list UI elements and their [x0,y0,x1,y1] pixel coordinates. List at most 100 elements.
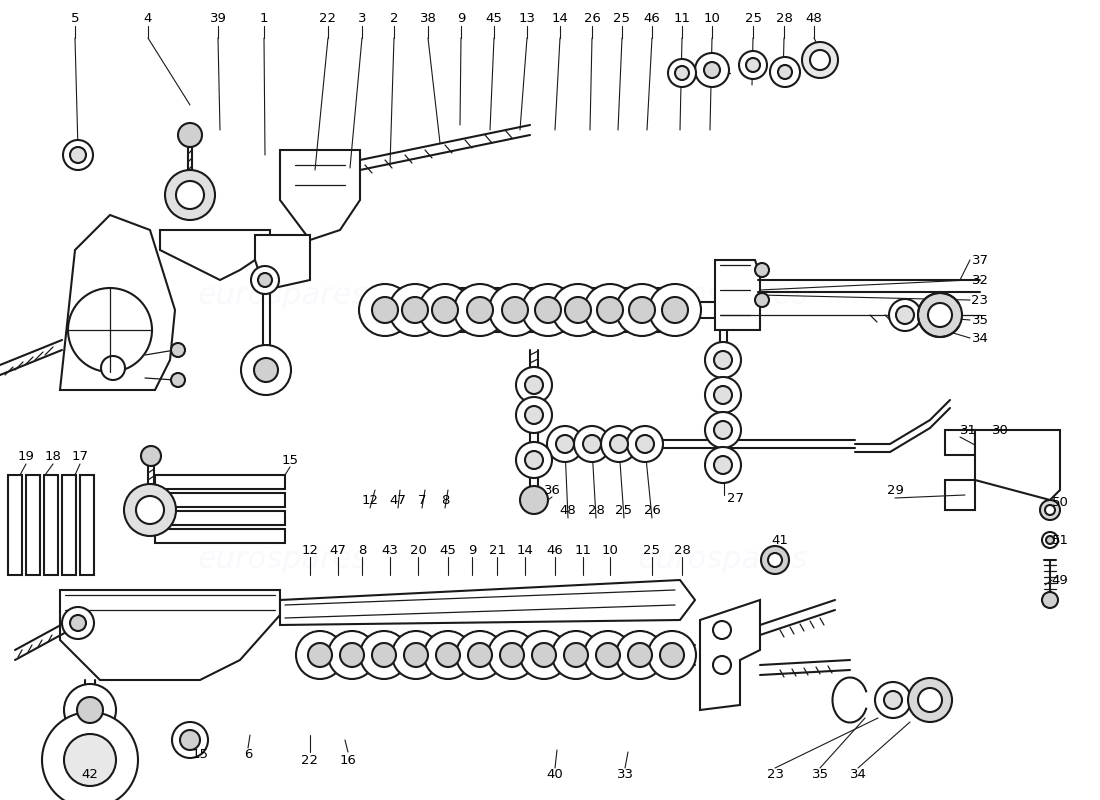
Circle shape [714,456,732,474]
Circle shape [874,682,911,718]
Circle shape [627,426,663,462]
Polygon shape [975,430,1060,500]
Text: 36: 36 [543,483,560,497]
Text: 2: 2 [389,11,398,25]
Text: 47: 47 [330,543,346,557]
Polygon shape [945,430,975,455]
Text: 14: 14 [551,11,569,25]
Circle shape [502,297,528,323]
Circle shape [308,643,332,667]
Circle shape [628,643,652,667]
Circle shape [755,263,769,277]
Circle shape [552,631,600,679]
Circle shape [755,293,769,307]
Circle shape [490,284,541,336]
Text: 32: 32 [971,274,989,286]
Circle shape [419,284,471,336]
Circle shape [64,684,116,736]
Bar [621,288,630,332]
Text: 18: 18 [45,450,62,463]
Polygon shape [280,150,360,240]
Text: 20: 20 [409,543,427,557]
Circle shape [918,688,942,712]
Bar [62,475,76,575]
Circle shape [254,358,278,382]
Text: 11: 11 [673,11,691,25]
Circle shape [172,722,208,758]
Circle shape [714,386,732,404]
Text: 22: 22 [301,754,319,766]
Circle shape [1042,592,1058,608]
Text: 46: 46 [547,543,563,557]
Text: 23: 23 [767,769,783,782]
Bar [458,288,466,332]
Circle shape [456,631,504,679]
Circle shape [714,421,732,439]
Text: 12: 12 [362,494,378,506]
Circle shape [436,643,460,667]
Circle shape [296,631,344,679]
Text: 51: 51 [1052,534,1068,546]
Text: 16: 16 [340,754,356,766]
Circle shape [70,147,86,163]
Circle shape [520,486,548,514]
Text: 26: 26 [584,11,601,25]
Bar [155,511,285,525]
Circle shape [170,373,185,387]
Bar [460,637,467,673]
Circle shape [597,297,623,323]
Circle shape [705,377,741,413]
Text: 15: 15 [191,749,209,762]
Text: 45: 45 [440,543,456,557]
Circle shape [928,303,952,327]
Polygon shape [700,600,760,710]
Circle shape [170,343,185,357]
Circle shape [77,697,103,723]
Circle shape [101,356,125,380]
Circle shape [889,299,921,331]
Circle shape [564,643,589,667]
Text: eurospares: eurospares [638,282,808,310]
Circle shape [42,712,138,800]
Text: 15: 15 [282,454,298,466]
Text: 27: 27 [726,491,744,505]
Circle shape [404,643,428,667]
Text: 3: 3 [358,11,366,25]
Circle shape [251,266,279,294]
Bar [396,288,404,332]
Circle shape [668,59,696,87]
Circle shape [705,412,741,448]
Circle shape [136,496,164,524]
Text: eurospares: eurospares [638,546,808,574]
Text: 28: 28 [587,503,604,517]
Text: 6: 6 [244,749,252,762]
Circle shape [488,631,536,679]
Circle shape [372,643,396,667]
Circle shape [372,297,398,323]
Bar [654,288,662,332]
Circle shape [1040,500,1060,520]
Bar [396,637,404,673]
Circle shape [360,631,408,679]
Circle shape [810,50,830,70]
Circle shape [359,284,411,336]
Text: 34: 34 [849,769,867,782]
Circle shape [516,367,552,403]
Text: 28: 28 [673,543,691,557]
Text: 4: 4 [144,11,152,25]
Circle shape [629,297,654,323]
Text: 47: 47 [389,494,406,506]
Circle shape [258,273,272,287]
Circle shape [68,288,152,372]
Bar [155,493,285,507]
Bar [527,288,535,332]
Circle shape [746,58,760,72]
Text: 9: 9 [456,11,465,25]
Circle shape [1045,505,1055,515]
Bar [588,637,596,673]
Circle shape [525,376,543,394]
Polygon shape [160,230,270,280]
Circle shape [768,553,782,567]
Text: 12: 12 [301,543,319,557]
Circle shape [610,435,628,453]
